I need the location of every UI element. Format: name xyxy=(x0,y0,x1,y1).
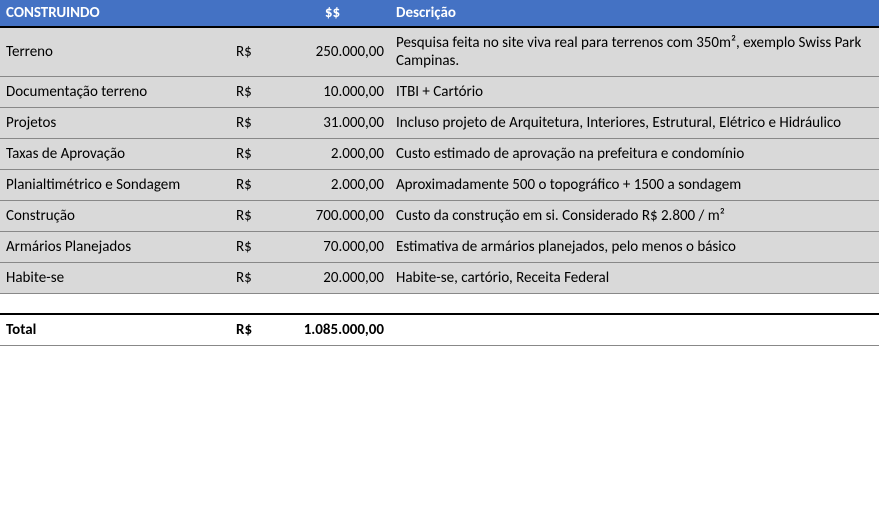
total-label: Total xyxy=(0,314,230,346)
cell-currency: R$ xyxy=(230,27,275,77)
table-row: Terreno R$ 250.000,00 Pesquisa feita no … xyxy=(0,27,879,77)
cell-currency: R$ xyxy=(230,139,275,170)
total-desc xyxy=(390,314,879,346)
cell-item: Habite-se xyxy=(0,263,230,294)
cell-item: Projetos xyxy=(0,108,230,139)
table-row: Habite-se R$ 20.000,00 Habite-se, cartór… xyxy=(0,263,879,294)
empty-row xyxy=(0,294,879,314)
cell-currency: R$ xyxy=(230,263,275,294)
table-row: Construção R$ 700.000,00 Custo da constr… xyxy=(0,201,879,232)
table-row: Planialtimétrico e Sondagem R$ 2.000,00 … xyxy=(0,170,879,201)
cell-item: Terreno xyxy=(0,27,230,77)
cell-item: Construção xyxy=(0,201,230,232)
cell-currency: R$ xyxy=(230,108,275,139)
table-row: Taxas de Aprovação R$ 2.000,00 Custo est… xyxy=(0,139,879,170)
cell-value: 700.000,00 xyxy=(275,201,390,232)
cell-desc: Custo estimado de aprovação na prefeitur… xyxy=(390,139,879,170)
cell-item: Armários Planejados xyxy=(0,232,230,263)
cell-desc: ITBI + Cartório xyxy=(390,77,879,108)
cell-value: 10.000,00 xyxy=(275,77,390,108)
cell-value: 70.000,00 xyxy=(275,232,390,263)
cost-table: CONSTRUINDO $$ Descrição Terreno R$ 250.… xyxy=(0,0,879,346)
table-header-row: CONSTRUINDO $$ Descrição xyxy=(0,0,879,27)
cell-value: 250.000,00 xyxy=(275,27,390,77)
cell-desc: Aproximadamente 500 o topográfico + 1500… xyxy=(390,170,879,201)
header-desc: Descrição xyxy=(390,0,879,27)
cell-value: 2.000,00 xyxy=(275,139,390,170)
total-row: Total R$ 1.085.000,00 xyxy=(0,314,879,346)
cell-currency: R$ xyxy=(230,201,275,232)
cell-desc: Custo da construção em si. Considerado R… xyxy=(390,201,879,232)
cell-desc: Incluso projeto de Arquitetura, Interior… xyxy=(390,108,879,139)
table-row: Projetos R$ 31.000,00 Incluso projeto de… xyxy=(0,108,879,139)
cell-currency: R$ xyxy=(230,232,275,263)
cell-value: 31.000,00 xyxy=(275,108,390,139)
cell-currency: R$ xyxy=(230,170,275,201)
table-row: Documentação terreno R$ 10.000,00 ITBI +… xyxy=(0,77,879,108)
table-row: Armários Planejados R$ 70.000,00 Estimat… xyxy=(0,232,879,263)
cell-item: Taxas de Aprovação xyxy=(0,139,230,170)
cell-desc: Estimativa de armários planejados, pelo … xyxy=(390,232,879,263)
header-item: CONSTRUINDO xyxy=(0,0,230,27)
header-value: $$ xyxy=(275,0,390,27)
cell-value: 2.000,00 xyxy=(275,170,390,201)
cell-desc: Habite-se, cartório, Receita Federal xyxy=(390,263,879,294)
cell-item: Planialtimétrico e Sondagem xyxy=(0,170,230,201)
total-value: 1.085.000,00 xyxy=(275,314,390,346)
header-curr xyxy=(230,0,275,27)
cell-value: 20.000,00 xyxy=(275,263,390,294)
cell-desc: Pesquisa feita no site viva real para te… xyxy=(390,27,879,77)
total-currency: R$ xyxy=(230,314,275,346)
cell-currency: R$ xyxy=(230,77,275,108)
cell-item: Documentação terreno xyxy=(0,77,230,108)
